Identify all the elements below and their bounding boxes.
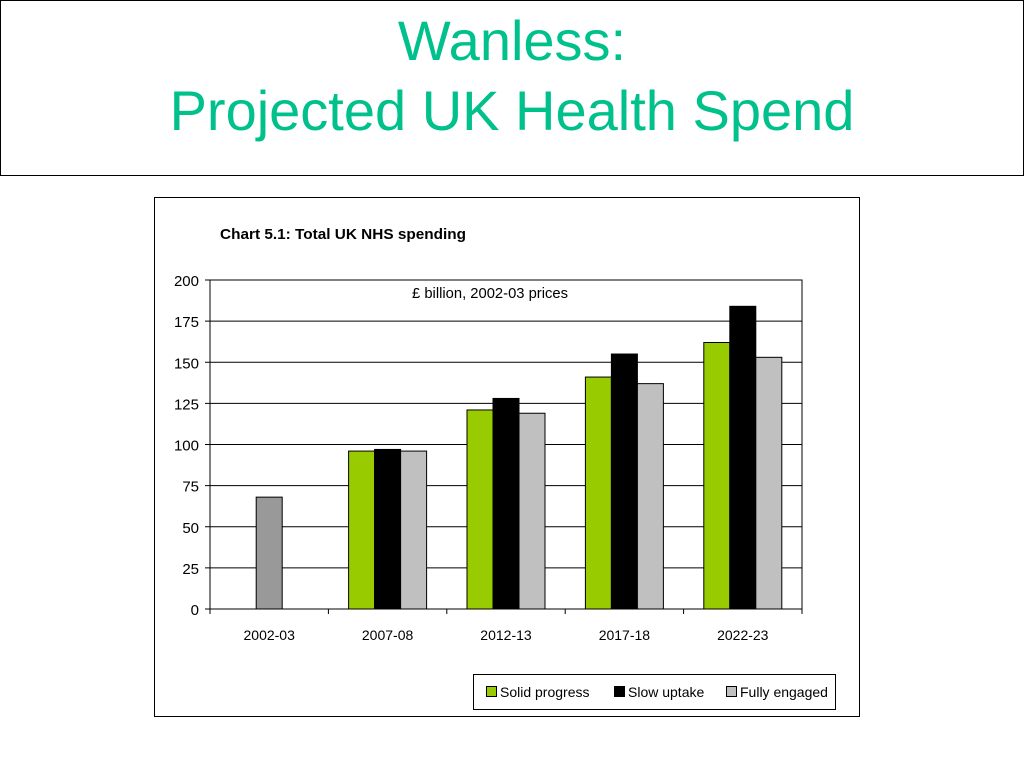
chart-container: Chart 5.1: Total UK NHS spending £ billi…: [154, 197, 860, 717]
y-tick-label: 200: [174, 273, 199, 290]
bar-solid-progress-2012-13: [466, 409, 494, 610]
x-tick-label: 2007-08: [362, 627, 414, 643]
y-tick-label: 125: [174, 396, 199, 413]
x-tick-label: 2002-03: [244, 627, 296, 643]
bar-chart: Chart 5.1: Total UK NHS spending £ billi…: [174, 226, 803, 643]
bar-solid-progress-2007-08: [348, 450, 376, 610]
y-tick-label: 150: [174, 355, 199, 372]
x-tick-label: 2017-18: [599, 627, 651, 643]
x-tick-label: 2012-13: [480, 627, 532, 643]
bar-slow-uptake-2007-08: [374, 448, 402, 610]
bar-fully-engaged-2007-08: [400, 450, 428, 610]
slide-title-line2: Projected UK Health Spend: [169, 79, 855, 142]
y-tick-label: 0: [191, 602, 199, 619]
bar-baseline-2002-03: [255, 496, 283, 610]
slide-title-box: Wanless: Projected UK Health Spend: [0, 0, 1024, 176]
bar-fully-engaged-2017-18: [636, 383, 664, 610]
slide-title-line1: Wanless:: [397, 9, 627, 72]
x-tick-label: 2022-23: [717, 627, 769, 643]
legend-swatch: [486, 686, 497, 697]
bar-solid-progress-2017-18: [584, 376, 612, 610]
y-tick-label: 175: [174, 314, 199, 331]
legend-label: Slow uptake: [628, 684, 705, 700]
legend-label: Fully engaged: [740, 684, 828, 700]
y-tick-label: 25: [182, 561, 199, 578]
legend-swatch: [726, 686, 737, 697]
y-tick-label: 100: [174, 438, 199, 455]
legend-swatch: [614, 686, 625, 697]
y-tick-label: 75: [182, 479, 199, 496]
bar-slow-uptake-2017-18: [610, 353, 638, 610]
bar-fully-engaged-2022-23: [755, 356, 783, 610]
bar-solid-progress-2022-23: [703, 342, 731, 610]
chart-legend: Solid progress Slow uptake Fully engaged: [473, 674, 836, 710]
chart-subtitle: £ billion, 2002-03 prices: [412, 285, 568, 302]
legend-label: Solid progress: [500, 684, 590, 700]
y-tick-label: 50: [182, 520, 199, 537]
chart-title: Chart 5.1: Total UK NHS spending: [220, 226, 466, 243]
legend-item: Fully engaged: [726, 684, 828, 700]
legend-item: Slow uptake: [614, 684, 704, 700]
bar-fully-engaged-2012-13: [518, 412, 546, 610]
bar-slow-uptake-2012-13: [492, 397, 520, 610]
legend-item: Solid progress: [486, 684, 590, 700]
bar-slow-uptake-2022-23: [729, 305, 757, 610]
